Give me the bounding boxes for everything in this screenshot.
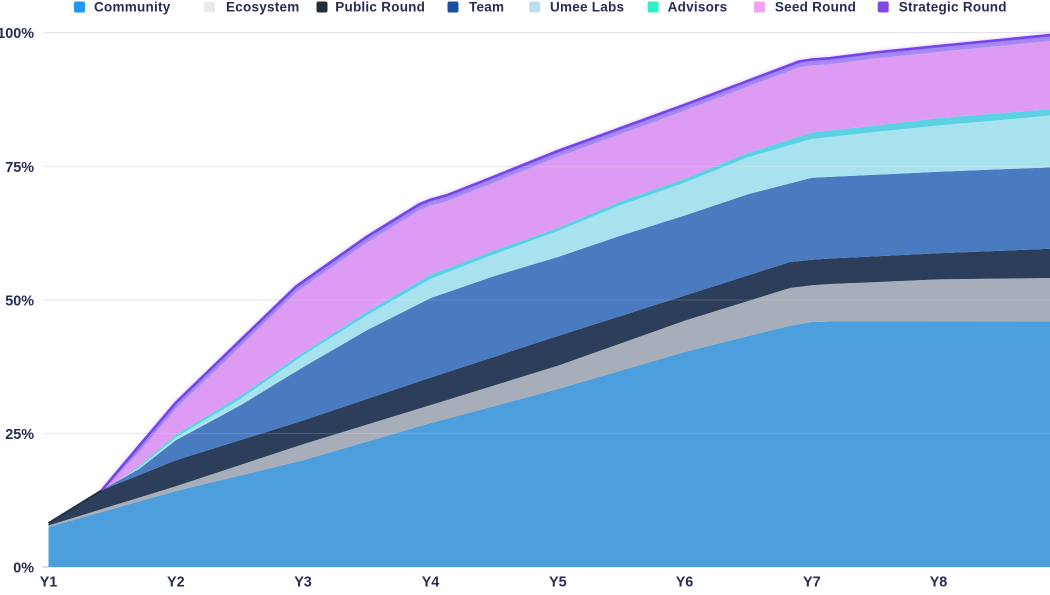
svg-text:Y7: Y7 xyxy=(803,575,821,591)
svg-text:Public Round: Public Round xyxy=(335,0,425,15)
svg-text:Umee Labs: Umee Labs xyxy=(550,0,624,15)
svg-text:50%: 50% xyxy=(5,293,34,309)
svg-text:0%: 0% xyxy=(13,560,34,576)
svg-text:75%: 75% xyxy=(5,160,34,176)
svg-text:Y8: Y8 xyxy=(930,575,948,591)
svg-text:25%: 25% xyxy=(5,427,34,443)
svg-text:Strategic Round: Strategic Round xyxy=(899,0,1007,15)
svg-text:Team: Team xyxy=(469,0,504,15)
svg-text:Advisors: Advisors xyxy=(668,0,728,15)
svg-text:Ecosystem: Ecosystem xyxy=(226,0,300,15)
svg-text:Seed Round: Seed Round xyxy=(775,0,856,15)
svg-text:Y6: Y6 xyxy=(676,575,694,591)
svg-text:Community: Community xyxy=(94,0,171,15)
svg-text:Y3: Y3 xyxy=(294,575,312,591)
svg-text:100%: 100% xyxy=(0,26,34,42)
svg-text:Y4: Y4 xyxy=(422,575,440,591)
svg-text:Y1: Y1 xyxy=(40,575,58,591)
svg-text:Y5: Y5 xyxy=(549,575,567,591)
svg-text:Y2: Y2 xyxy=(167,575,185,591)
